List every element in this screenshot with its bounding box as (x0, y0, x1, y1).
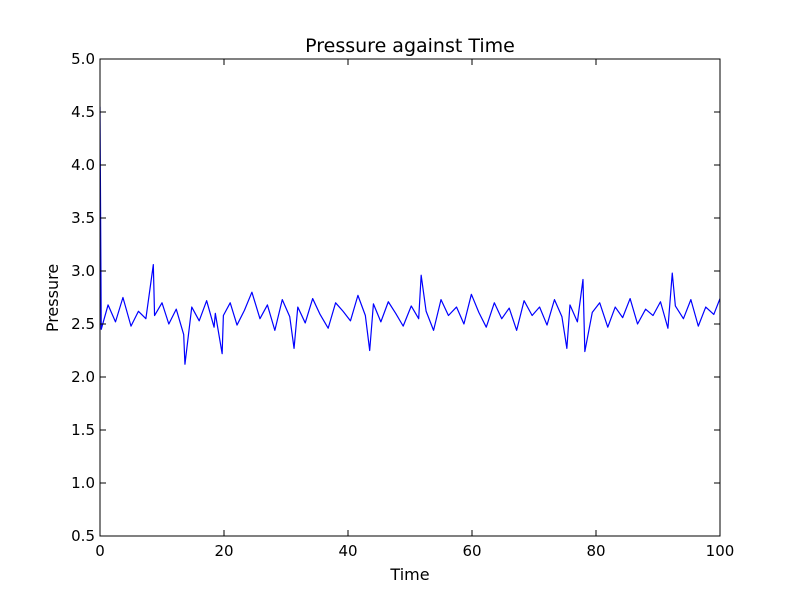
x-tick-label: 80 (586, 542, 605, 560)
x-tick-label: 0 (95, 542, 105, 560)
x-tick-label: 40 (338, 542, 357, 560)
y-axis-label: Pressure (43, 264, 62, 332)
y-tick-label: 3.0 (71, 262, 95, 280)
y-tick-label: 4.5 (71, 103, 95, 121)
plot-frame (99, 58, 721, 537)
x-axis-label: Time (389, 565, 429, 584)
y-tick-label: 2.0 (71, 368, 95, 386)
y-tick-label: 4.0 (71, 156, 95, 174)
x-tick-label: 100 (706, 542, 735, 560)
x-tick-label: 60 (462, 542, 481, 560)
y-tick-label: 1.5 (71, 421, 95, 439)
y-tick-label: 0.5 (71, 527, 95, 545)
axis-ticks: 0 20 40 60 80 100 0.5 1.0 1.5 2.0 2.5 3.0 3.5 4.0 4.5 5… (71, 50, 734, 560)
y-tick-label: 3.5 (71, 209, 95, 227)
plot-area (100, 106, 720, 365)
chart-title: Pressure against Time (305, 35, 515, 57)
series-line-0 (100, 106, 720, 365)
y-tick-label: 1.0 (71, 474, 95, 492)
y-tick-label: 2.5 (71, 315, 95, 333)
y-tick-label: 5.0 (71, 50, 95, 68)
x-tick-label: 20 (214, 542, 233, 560)
